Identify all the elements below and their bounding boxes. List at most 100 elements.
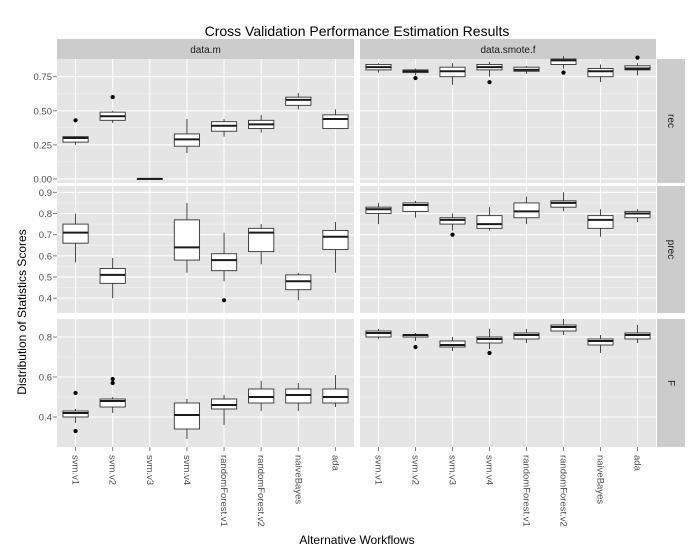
x-tick-label: svm.v2 <box>107 455 118 485</box>
box-body <box>476 215 503 229</box>
box-randomForest-v1 <box>513 329 540 343</box>
box-svm-v3 <box>136 177 163 180</box>
box-randomForest-v1 <box>210 118 238 137</box>
box-svm-v4 <box>173 118 201 154</box>
box-svm-v1 <box>365 329 392 339</box>
box-ada <box>624 209 651 222</box>
box-randomForest-v1 <box>513 65 540 74</box>
y-tick-label: 0.8 <box>39 209 52 220</box>
box-body <box>587 215 614 229</box>
x-tick-label: ada <box>329 455 340 472</box>
row-strip-prec <box>657 186 685 313</box>
x-tick-label: randomForest.v2 <box>255 455 266 527</box>
box-body <box>62 223 89 244</box>
box-body <box>550 200 577 208</box>
panel-background <box>360 59 656 183</box>
x-tick-label: randomForest.v1 <box>218 455 229 527</box>
y-tick-label: 0.8 <box>39 333 52 344</box>
box-body <box>322 114 349 129</box>
row-strip-label: rec <box>665 114 676 128</box>
x-tick-label: naiveBayes <box>292 455 303 504</box>
row-strip-rec <box>657 59 685 183</box>
box-body <box>285 96 312 106</box>
box-naiveBayes <box>285 272 312 301</box>
panel-background <box>360 319 656 447</box>
box-body <box>285 274 312 291</box>
box-svm-v3 <box>439 337 466 351</box>
x-tick-label: ada <box>632 455 643 472</box>
box-randomForest-v2 <box>248 381 275 411</box>
box-naiveBayes <box>587 335 614 353</box>
box-randomForest-v2 <box>248 114 275 133</box>
box-svm-v3 <box>439 63 466 85</box>
box-ada <box>322 221 349 273</box>
box-body <box>439 217 466 225</box>
outlier-point <box>73 390 78 396</box>
outlier-point <box>487 80 492 85</box>
x-tick-label: svm.v2 <box>410 455 421 485</box>
chart-title: Cross Validation Performance Estimation … <box>205 23 510 39</box>
box-body <box>402 202 429 212</box>
y-axis-title: Distribution of Statistics Scores <box>15 229 29 394</box>
box-svm-v2 <box>402 200 429 218</box>
outlier-point <box>110 95 115 100</box>
box-svm-v2 <box>99 257 126 299</box>
box-body <box>322 229 349 250</box>
box-body <box>513 202 540 219</box>
box-svm-v1 <box>62 213 89 263</box>
box-svm-v1 <box>62 390 89 434</box>
box-body <box>173 219 201 261</box>
box-svm-v2 <box>99 376 126 413</box>
x-tick-label: svm.v1 <box>373 455 384 485</box>
outlier-point <box>635 55 640 60</box>
box-svm-v4 <box>173 202 201 273</box>
x-tick-label: svm.v3 <box>144 455 155 485</box>
column-strip-label: data.smote.f <box>480 45 535 56</box>
y-tick-label: 0.50 <box>34 106 53 117</box>
box-svm-v4 <box>476 329 503 356</box>
box-svm-v1 <box>365 63 392 73</box>
y-tick-label: 0.25 <box>34 140 53 151</box>
outlier-point <box>73 428 78 434</box>
x-tick-label: svm.v1 <box>70 455 81 485</box>
outlier-point <box>73 118 78 123</box>
box-svm-v1 <box>365 202 392 225</box>
box-svm-v4 <box>476 61 503 85</box>
box-svm-v2 <box>402 68 429 81</box>
box-svm-v3 <box>439 213 466 237</box>
column-strip-data-m <box>57 39 354 59</box>
box-randomForest-v2 <box>248 224 275 265</box>
panel-background <box>57 319 354 447</box>
box-naiveBayes <box>587 209 614 237</box>
box-svm-v1 <box>62 118 89 145</box>
box-ada <box>624 55 651 76</box>
box-randomForest-v2 <box>550 192 577 212</box>
panels-layer: data.m data.smote.f rec 0.00 0.25 0.50 0.75 pre… <box>34 39 685 527</box>
box-randomForest-v1 <box>210 395 238 425</box>
y-tick-label: 0.5 <box>39 273 52 284</box>
outlier-point <box>450 232 455 237</box>
row-strip-label: F <box>665 380 676 386</box>
box-naiveBayes <box>587 64 614 83</box>
panel-background <box>57 59 354 183</box>
box-randomForest-v2 <box>550 56 577 75</box>
box-naiveBayes <box>285 93 312 110</box>
column-strip-data-smote-f <box>360 39 656 59</box>
row-strip-F <box>657 319 685 447</box>
outlier-point <box>487 350 492 356</box>
box-body <box>587 68 614 78</box>
box-svm-v2 <box>99 95 126 124</box>
box-ada <box>624 325 651 343</box>
x-tick-label: naiveBayes <box>595 455 606 504</box>
box-ada <box>322 109 349 129</box>
box-randomForest-v1 <box>513 196 540 225</box>
box-svm-v4 <box>173 399 201 439</box>
box-body <box>99 398 126 408</box>
box-body <box>210 253 238 272</box>
y-tick-label: 0.4 <box>39 413 52 424</box>
box-svm-v2 <box>402 333 429 350</box>
outlier-point <box>413 75 418 81</box>
box-body <box>248 227 275 253</box>
box-naiveBayes <box>285 383 312 411</box>
